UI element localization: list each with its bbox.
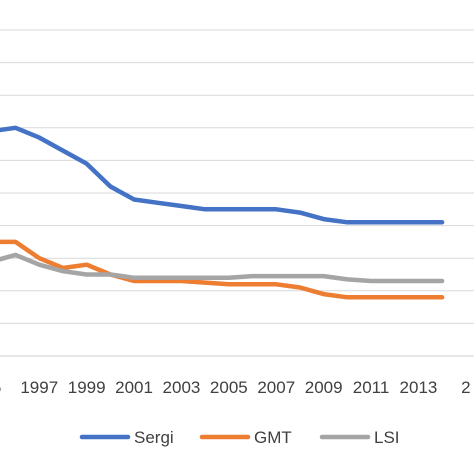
x-tick-label: 95 bbox=[0, 378, 1, 397]
gridlines bbox=[0, 29, 474, 357]
x-tick-label: 2007 bbox=[257, 378, 295, 397]
x-tick-label: 2 bbox=[461, 378, 470, 397]
x-tick-label: 2003 bbox=[163, 378, 201, 397]
x-tick-label: 2011 bbox=[353, 378, 390, 397]
x-tick-label: 2005 bbox=[210, 378, 248, 397]
x-tick-label: 1999 bbox=[68, 378, 106, 397]
x-tick-label: 2001 bbox=[115, 378, 153, 397]
series-line-sergi bbox=[0, 125, 445, 225]
series-line-lsi bbox=[0, 252, 445, 284]
series-lines bbox=[0, 125, 445, 300]
legend: Sergi GMT LSI bbox=[79, 428, 400, 447]
x-tick-label: 2009 bbox=[305, 378, 343, 397]
x-tick-label: 2013 bbox=[400, 378, 438, 397]
legend-label-sergi: Sergi bbox=[134, 428, 174, 447]
legend-label-gmt: GMT bbox=[254, 428, 292, 447]
x-tick-label: 1997 bbox=[20, 378, 58, 397]
legend-label-lsi: LSI bbox=[374, 428, 400, 447]
x-axis-tick-labels: 95 1997 1999 2001 2003 2005 2007 2009 2011 2013 2 bbox=[0, 378, 471, 397]
series-line-gmt bbox=[0, 239, 445, 300]
